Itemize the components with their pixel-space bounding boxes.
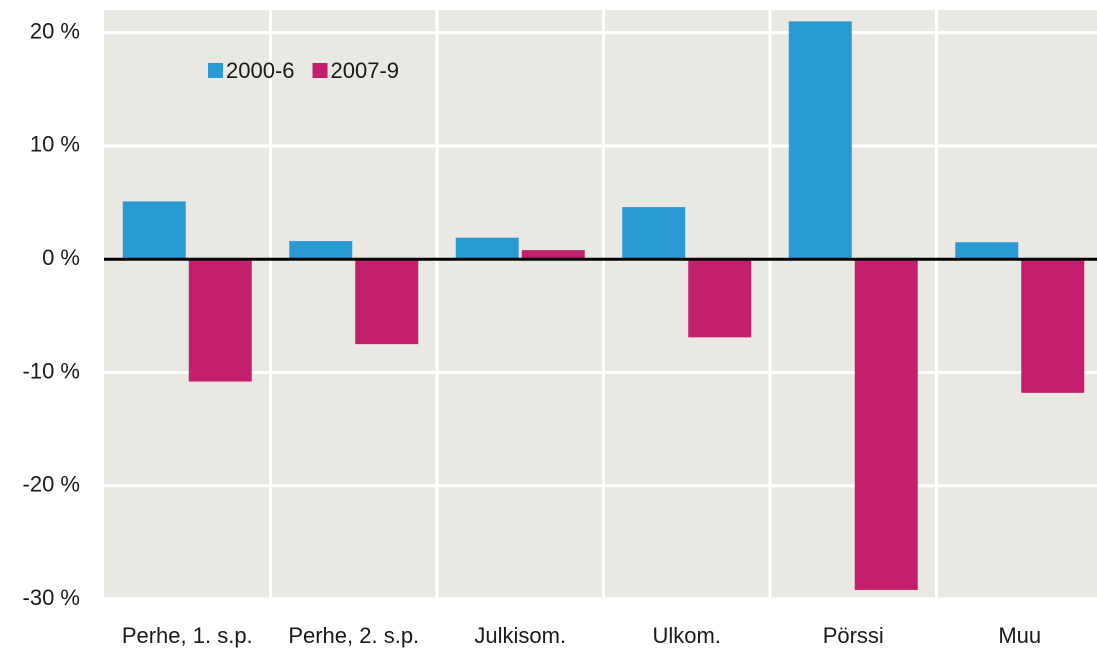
legend-label: 2007-9: [331, 58, 400, 83]
x-tick-label: Perhe, 2. s.p.: [288, 623, 419, 648]
legend-swatch: [312, 63, 328, 78]
y-tick-label: -10 %: [23, 358, 80, 383]
x-tick-label: Julkisom.: [474, 623, 566, 648]
bar: [188, 259, 252, 382]
y-tick-label: -30 %: [23, 585, 80, 610]
bar: [955, 242, 1019, 260]
bar: [521, 250, 585, 260]
y-tick-label: 0 %: [42, 245, 80, 270]
x-tick-label: Ulkom.: [653, 623, 721, 648]
legend-label: 2000-6: [226, 58, 295, 83]
bar: [122, 201, 186, 260]
x-tick-label: Pörssi: [823, 623, 884, 648]
bar: [355, 259, 419, 345]
bar: [688, 259, 752, 338]
legend-swatch: [208, 63, 223, 78]
y-tick-label: -20 %: [23, 472, 80, 497]
x-tick-label: Perhe, 1. s.p.: [122, 623, 253, 648]
plot-background: [104, 10, 1097, 599]
bar: [854, 259, 918, 590]
y-tick-label: 20 %: [30, 18, 80, 43]
bar: [622, 207, 686, 260]
bar: [455, 237, 519, 260]
x-tick-label: Muu: [998, 623, 1041, 648]
bar: [1021, 259, 1085, 393]
y-tick-label: 10 %: [30, 132, 80, 157]
bar: [788, 21, 852, 260]
bar: [289, 241, 353, 260]
